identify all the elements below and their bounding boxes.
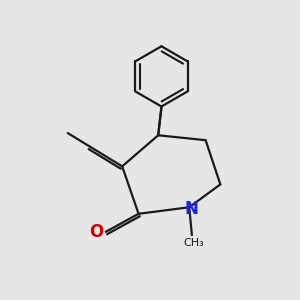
- Text: O: O: [89, 224, 103, 242]
- Text: N: N: [185, 200, 199, 218]
- Text: CH₃: CH₃: [183, 238, 204, 248]
